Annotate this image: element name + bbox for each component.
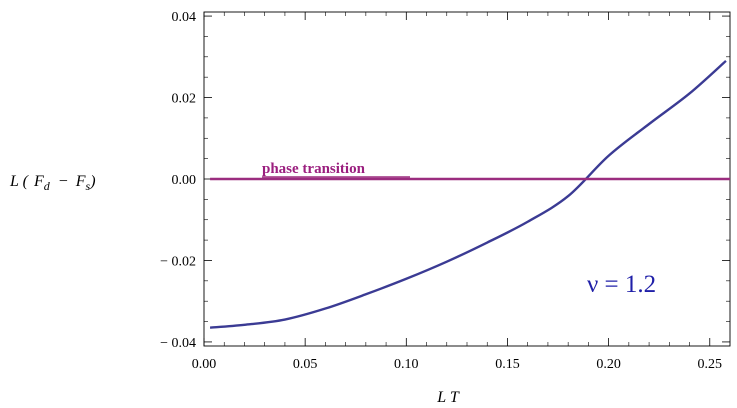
axis-ticks: [203, 12, 730, 346]
y-tick-label: − 0.02: [160, 254, 196, 269]
y-axis-label: L (Fd − Fs): [9, 173, 96, 193]
x-tick-label: 0.15: [495, 357, 520, 372]
tick-labels: 0.00 0.05 0.10 0.15 0.20 0.25 − 0.04 − 0.02 0.00…: [160, 10, 722, 372]
x-axis-label: L T: [436, 389, 460, 406]
nu-value-annotation: ν = 1.2: [587, 271, 656, 298]
x-tick-label: 0.25: [698, 357, 723, 372]
x-tick-label: 0.20: [596, 357, 621, 372]
free-energy-curve: [209, 59, 727, 329]
series-group: [209, 59, 730, 329]
phase-transition-annotation: phase transition: [262, 161, 366, 177]
x-tick-label: 0.00: [192, 357, 217, 372]
y-tick-label: 0.00: [172, 173, 197, 188]
y-tick-label: 0.04: [172, 10, 197, 25]
y-tick-label: − 0.04: [160, 336, 196, 351]
x-tick-label: 0.05: [293, 357, 318, 372]
y-tick-label: 0.02: [172, 92, 197, 107]
x-tick-label: 0.10: [394, 357, 419, 372]
